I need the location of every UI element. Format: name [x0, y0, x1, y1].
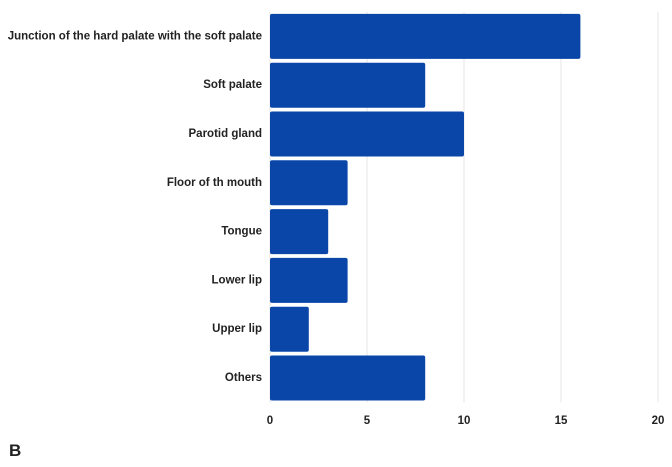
- bar-4: [270, 160, 348, 206]
- panel-label: B: [9, 441, 22, 460]
- category-label-3: Parotid gland: [189, 128, 262, 140]
- category-labels: Junction of the hard palate with the sof…: [8, 30, 262, 384]
- category-label-5: Tongue: [221, 226, 262, 238]
- bar-6: [270, 257, 348, 303]
- x-axis-tick-labels: 0 5 10 15 20: [267, 415, 665, 427]
- bars: [270, 13, 581, 401]
- bar-5: [270, 209, 329, 255]
- category-label-2: Soft palate: [203, 79, 262, 91]
- bar-7: [270, 306, 309, 352]
- x-tick-label-15: 15: [555, 415, 568, 427]
- category-label-8: Others: [225, 372, 262, 384]
- bar-3: [270, 111, 464, 157]
- category-label-7: Upper lip: [212, 323, 262, 335]
- category-label-4: Floor of th mouth: [167, 177, 262, 189]
- category-label-6: Lower lip: [212, 274, 262, 286]
- category-label-1: Junction of the hard palate with the sof…: [8, 30, 262, 42]
- x-tick-label-0: 0: [267, 415, 273, 427]
- x-tick-label-5: 5: [364, 415, 371, 427]
- bar-1: [270, 13, 581, 59]
- bar-8: [270, 355, 426, 401]
- x-tick-label-10: 10: [458, 415, 471, 427]
- bar-2: [270, 62, 426, 108]
- x-tick-label-20: 20: [652, 415, 665, 427]
